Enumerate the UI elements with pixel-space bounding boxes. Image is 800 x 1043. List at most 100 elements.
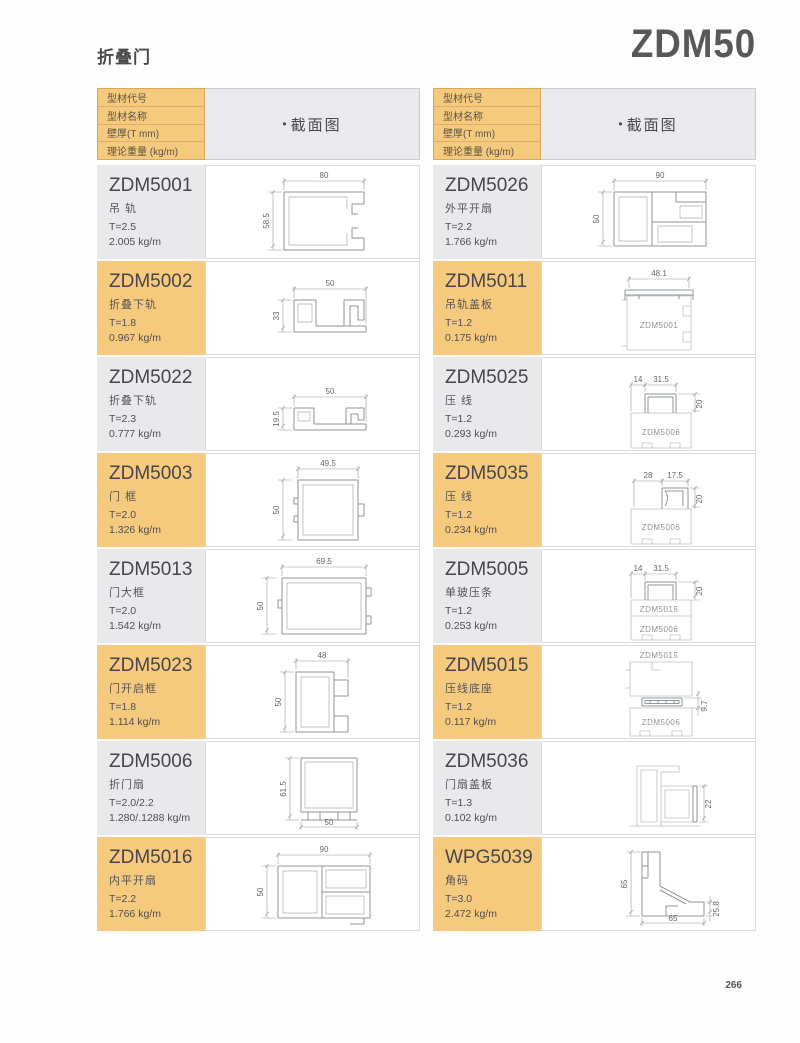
unit-weight: 1.280/.1288 kg/m: [109, 812, 191, 825]
dim-label: 48.1: [651, 269, 667, 278]
unit-weight: 0.234 kg/m: [445, 524, 497, 537]
section-drawing: 61.5 50: [205, 741, 420, 835]
section-drawing: 22: [541, 741, 756, 835]
unit-weight: 1.326 kg/m: [109, 524, 161, 537]
dim-label: 48: [318, 651, 327, 660]
wall-thickness: T=2.5: [109, 220, 137, 233]
table-row: WPG5039 角码 T=3.0 2.472 kg/m 65 65 25.8: [433, 837, 756, 931]
dim-label: 20: [695, 586, 704, 595]
wall-thickness: T=2.0/2.2: [109, 796, 154, 809]
profile-name: 门开启框: [109, 682, 157, 695]
profile-name: 外平开扇: [445, 202, 493, 215]
section-drawing: 50 19.5: [205, 357, 420, 451]
dim-label: 9.7: [700, 700, 709, 712]
unit-weight: 0.102 kg/m: [445, 812, 497, 825]
dim-label: 90: [320, 845, 329, 854]
table-header: 型材代号 型材名称 壁厚(T mm) 理论重量 (kg/m) • 截面图: [97, 88, 420, 160]
unit-weight: 0.293 kg/m: [445, 428, 497, 441]
wall-thickness: T=1.2: [445, 412, 473, 425]
header-section-diagram: • 截面图: [541, 88, 756, 160]
profile-label-cell: ZDM5022 折叠下轨 T=2.3 0.777 kg/m: [97, 357, 205, 451]
page-title: 折叠门: [97, 48, 151, 67]
dim-label: 50: [274, 697, 283, 706]
section-diagram-label: 截面图: [290, 116, 342, 134]
table-row: ZDM5002 折叠下轨 T=1.8 0.967 kg/m 50 33: [97, 261, 420, 355]
profile-code: ZDM5015: [445, 655, 529, 676]
header-profile-code: 型材代号: [98, 89, 204, 107]
dim-label: 50: [272, 505, 281, 514]
profile-code: ZDM5016: [109, 847, 193, 868]
section-drawing: 90 50: [541, 165, 756, 259]
unit-weight: 1.542 kg/m: [109, 620, 161, 633]
table-row: ZDM5013 门大框 T=2.0 1.542 kg/m 69.5 50: [97, 549, 420, 643]
profile-code: ZDM5023: [109, 655, 193, 676]
header-label-column: 型材代号 型材名称 壁厚(T mm) 理论重量 (kg/m): [97, 88, 205, 160]
profile-code: ZDM5006: [109, 751, 193, 772]
wall-thickness: T=2.0: [109, 508, 137, 521]
profile-code: ZDM5005: [445, 559, 529, 580]
wall-thickness: T=1.8: [109, 316, 137, 329]
unit-weight: 2.472 kg/m: [445, 908, 497, 921]
profile-label-cell: ZDM5015 压线底座 T=1.2 0.117 kg/m: [433, 645, 541, 739]
profile-label-cell: ZDM5006 折门扇 T=2.0/2.2 1.280/.1288 kg/m: [97, 741, 205, 835]
profile-table-left: 型材代号 型材名称 壁厚(T mm) 理论重量 (kg/m) • 截面图 ZDM…: [97, 88, 420, 933]
dim-label: 65: [620, 879, 629, 888]
profile-code: ZDM5022: [109, 367, 193, 388]
profile-name: 折门扇: [109, 778, 145, 791]
dim-label: 50: [325, 818, 334, 827]
profile-label-cell: ZDM5001 吊 轨 T=2.5 2.005 kg/m: [97, 165, 205, 259]
profile-label-cell: ZDM5016 内平开扇 T=2.2 1.766 kg/m: [97, 837, 205, 931]
header-section-diagram: • 截面图: [205, 88, 420, 160]
dim-label: 25.8: [712, 901, 721, 917]
profile-label-cell: ZDM5005 单玻压条 T=1.2 0.253 kg/m: [433, 549, 541, 643]
table-row: ZDM5016 内平开扇 T=2.2 1.766 kg/m 90 50: [97, 837, 420, 931]
section-drawing: 50 33: [205, 261, 420, 355]
unit-weight: 0.253 kg/m: [445, 620, 497, 633]
profile-name: 压线底座: [445, 682, 493, 695]
profile-label-cell: ZDM5023 门开启框 T=1.8 1.114 kg/m: [97, 645, 205, 739]
ghost-profile-label: ZDM5006: [640, 625, 679, 634]
profile-name: 门大框: [109, 586, 145, 599]
header-label-column: 型材代号 型材名称 壁厚(T mm) 理论重量 (kg/m): [433, 88, 541, 160]
profile-label-cell: ZDM5035 压 线 T=1.2 0.234 kg/m: [433, 453, 541, 547]
wall-thickness: T=1.8: [109, 700, 137, 713]
header-unit-weight: 理论重量 (kg/m): [107, 147, 179, 159]
profile-name: 折叠下轨: [109, 298, 157, 311]
section-drawing: ZDM5001 48.1: [541, 261, 756, 355]
header-wall-thickness: 壁厚(T mm): [434, 125, 540, 143]
dim-label: 50: [256, 601, 265, 610]
dim-label: 69.5: [316, 557, 332, 566]
profile-name: 单玻压条: [445, 586, 493, 599]
section-drawing: 90 50: [205, 837, 420, 931]
unit-weight: 2.005 kg/m: [109, 236, 161, 249]
profile-label-cell: ZDM5003 门 框 T=2.0 1.326 kg/m: [97, 453, 205, 547]
table-row: ZDM5015 压线底座 T=1.2 0.117 kg/m ZDM5015 ZDM…: [433, 645, 756, 739]
section-drawing: ZDM5006 28 17.5 20: [541, 453, 756, 547]
wall-thickness: T=1.2: [445, 316, 473, 329]
table-row: ZDM5011 吊轨盖板 T=1.2 0.175 kg/m ZDM5001 48.…: [433, 261, 756, 355]
profile-label-cell: ZDM5013 门大框 T=2.0 1.542 kg/m: [97, 549, 205, 643]
dim-label: 90: [656, 171, 665, 180]
dim-label: 14: [634, 564, 643, 573]
profile-name: 角码: [445, 874, 469, 887]
table-row: ZDM5005 单玻压条 T=1.2 0.253 kg/m ZDM5015 ZDM…: [433, 549, 756, 643]
dim-label: 50: [326, 279, 335, 288]
profile-code: ZDM5025: [445, 367, 529, 388]
header-wall-thickness: 壁厚(T mm): [98, 125, 204, 143]
dim-label: 28: [644, 471, 653, 480]
dim-label: 20: [695, 399, 704, 408]
profile-code: ZDM5011: [445, 271, 528, 292]
section-drawing: 69.5 50: [205, 549, 420, 643]
dim-label: 20: [695, 494, 704, 503]
dim-label: 49.5: [320, 459, 336, 468]
table-row: ZDM5022 折叠下轨 T=2.3 0.777 kg/m 50 19.5: [97, 357, 420, 451]
header-unit-weight: 理论重量 (kg/m): [443, 147, 515, 159]
table-row: ZDM5026 外平开扇 T=2.2 1.766 kg/m 90 50: [433, 165, 756, 259]
dim-label: 50: [256, 887, 265, 896]
profile-code: ZDM5002: [109, 271, 193, 292]
ghost-profile-label: ZDM5001: [640, 321, 679, 330]
section-drawing: 49.5 50: [205, 453, 420, 547]
dim-label: 50: [592, 214, 601, 223]
dim-label: 80: [320, 171, 329, 180]
